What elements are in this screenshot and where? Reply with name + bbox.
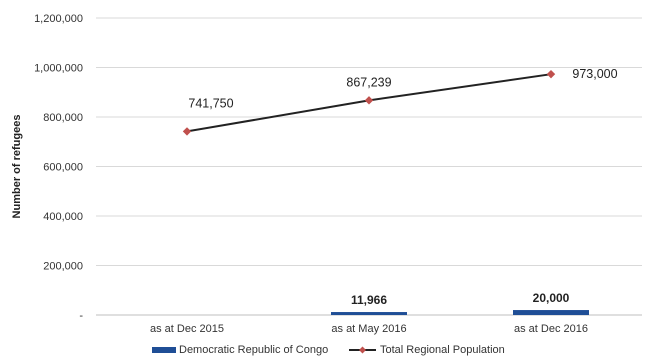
legend-label: Total Regional Population (380, 344, 505, 356)
y-tick-label: 1,000,000 (34, 63, 83, 75)
data-point (364, 96, 374, 105)
x-tick-label: as at Dec 2016 (514, 323, 588, 335)
y-axis-label: Number of refugees (11, 115, 23, 219)
y-tick-label: 800,000 (43, 112, 83, 124)
bar-data-label: 11,966 (351, 293, 387, 307)
x-tick-label: as at May 2016 (331, 323, 406, 335)
y-tick-label: 1,200,000 (34, 13, 83, 25)
gridlines (96, 17, 642, 316)
bar (331, 312, 407, 315)
data-point (546, 69, 556, 79)
y-tick-label: 600,000 (43, 162, 83, 174)
data-labels: 11,966 20,000 741,750 867,239 973,000 (188, 67, 617, 307)
x-tick-label: as at Dec 2015 (150, 323, 224, 335)
y-tick-label: 200,000 (43, 261, 83, 273)
bar-series (331, 310, 589, 315)
legend: Democratic Republic of Congo Total Region… (152, 344, 505, 356)
bar (513, 310, 589, 315)
line-data-label: 741,750 (188, 96, 233, 110)
y-tick-label: - (79, 310, 83, 322)
x-axis-ticks: as at Dec 2015 as at May 2016 as at Dec 20… (150, 323, 588, 335)
legend-marker-swatch (359, 346, 366, 354)
line-data-label: 867,239 (346, 75, 391, 89)
y-axis-ticks: - 200,000 400,000 600,000 800,000 1,000,000 1,… (34, 13, 83, 322)
legend-bar-swatch (152, 347, 176, 353)
line-data-label: 973,000 (572, 67, 617, 81)
y-tick-label: 400,000 (43, 211, 83, 223)
legend-label: Democratic Republic of Congo (179, 344, 328, 356)
bar-data-label: 20,000 (533, 291, 570, 305)
line-series (182, 69, 556, 136)
data-point (182, 127, 192, 136)
